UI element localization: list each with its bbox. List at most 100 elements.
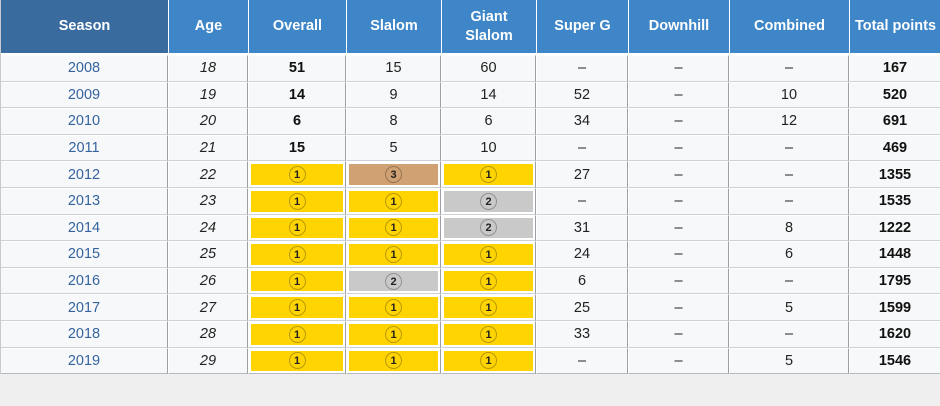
overall-cell: 14 — [248, 81, 346, 109]
column-header-label: Super G — [554, 18, 611, 35]
table-row-2015: 2015 25 1 1 1 24 – 6 1448 — [1, 241, 940, 268]
season-results-table: Season Age Overall Slalom Giant Slalom S… — [0, 0, 940, 375]
column-header-label: Age — [194, 18, 223, 35]
super-g-cell: 31 — [536, 214, 628, 242]
season-cell: 2008 — [1, 55, 168, 82]
downhill-cell: – — [628, 108, 729, 135]
age-cell: 25 — [168, 241, 248, 268]
column-header-label: Total points — [854, 18, 937, 35]
super-g-cell: 34 — [536, 108, 628, 135]
downhill-cell: – — [628, 241, 729, 268]
table-row-2012: 2012 22 1 3 1 27 – – 1355 — [1, 161, 940, 188]
season-cell: 2015 — [1, 241, 168, 268]
season-cell: 2010 — [1, 108, 168, 135]
season-cell: 2009 — [1, 81, 168, 109]
overall-cell: 15 — [248, 134, 346, 162]
season-link[interactable]: 2013 — [67, 193, 101, 210]
downhill-cell: – — [628, 55, 729, 82]
super-g-cell: 52 — [536, 81, 628, 109]
overall-cell: 1 — [248, 241, 346, 268]
gold-rank-badge: 1 — [288, 299, 306, 317]
total-points-cell: 1355 — [849, 161, 940, 188]
gold-rank-badge: 1 — [288, 325, 306, 343]
downhill-cell: – — [628, 161, 729, 188]
slalom-cell: 9 — [346, 81, 441, 109]
column-header-label: Combined — [754, 18, 825, 35]
table-row-2016: 2016 26 1 2 1 6 – – 1795 — [1, 267, 940, 295]
combined-cell: – — [729, 55, 849, 82]
combined-cell: 8 — [729, 214, 849, 242]
season-cell: 2011 — [1, 134, 168, 162]
total-points-cell: 520 — [849, 81, 940, 109]
giant-slalom-cell: 2 — [441, 187, 536, 215]
slalom-cell: 1 — [346, 241, 441, 268]
overall-cell: 1 — [248, 161, 346, 188]
giant-slalom-cell: 1 — [441, 161, 536, 188]
overall-cell: 1 — [248, 267, 346, 295]
column-header-age: Age — [168, 0, 248, 55]
season-cell: 2019 — [1, 347, 168, 375]
downhill-cell: – — [628, 187, 729, 215]
column-header-total-points: Total points — [849, 0, 940, 55]
combined-cell: – — [729, 320, 849, 348]
combined-cell: – — [729, 187, 849, 215]
total-points-cell: 167 — [849, 55, 940, 82]
season-link[interactable]: 2018 — [67, 326, 101, 343]
season-link[interactable]: 2009 — [67, 86, 101, 103]
season-link[interactable]: 2015 — [67, 246, 101, 263]
age-cell: 21 — [168, 134, 248, 162]
season-link[interactable]: 2017 — [67, 299, 101, 316]
age-cell: 29 — [168, 347, 248, 375]
season-results-panel: Season Age Overall Slalom Giant Slalom S… — [0, 0, 940, 375]
total-points-cell: 1546 — [849, 347, 940, 375]
total-points-cell: 691 — [849, 108, 940, 135]
header-row: Season Age Overall Slalom Giant Slalom S… — [1, 0, 940, 55]
column-header-giant-slalom: Giant Slalom — [441, 0, 536, 55]
bronze-rank-badge: 3 — [385, 166, 402, 184]
slalom-cell: 1 — [346, 320, 441, 348]
season-link[interactable]: 2019 — [67, 352, 101, 369]
super-g-cell: – — [536, 347, 628, 375]
giant-slalom-cell: 2 — [441, 214, 536, 242]
column-header-season: Season — [1, 0, 168, 55]
overall-cell: 1 — [248, 294, 346, 321]
season-link[interactable]: 2011 — [68, 140, 100, 157]
slalom-cell: 1 — [346, 187, 441, 215]
total-points-cell: 1222 — [849, 214, 940, 242]
giant-slalom-cell: 14 — [441, 81, 536, 109]
gold-rank-badge: 1 — [288, 245, 306, 263]
super-g-cell: 25 — [536, 294, 628, 321]
downhill-cell: – — [628, 347, 729, 375]
downhill-cell: – — [628, 267, 729, 295]
super-g-cell: 6 — [536, 267, 628, 295]
season-link[interactable]: 2012 — [67, 166, 101, 183]
gold-rank-badge: 1 — [385, 192, 402, 210]
combined-cell: – — [729, 161, 849, 188]
combined-cell: 6 — [729, 241, 849, 268]
overall-cell: 1 — [248, 320, 346, 348]
column-header-overall: Overall — [248, 0, 346, 55]
downhill-cell: – — [628, 320, 729, 348]
slalom-cell: 8 — [346, 108, 441, 135]
season-link[interactable]: 2010 — [67, 113, 101, 130]
combined-cell: – — [729, 267, 849, 295]
table-row-2019: 2019 29 1 1 1 – – 5 1546 — [1, 347, 940, 375]
super-g-cell: 27 — [536, 161, 628, 188]
gold-rank-badge: 1 — [385, 352, 402, 370]
gold-rank-badge: 1 — [385, 245, 402, 263]
season-link[interactable]: 2008 — [67, 60, 101, 77]
age-cell: 24 — [168, 214, 248, 242]
silver-rank-badge: 2 — [385, 272, 402, 290]
total-points-cell: 1448 — [849, 241, 940, 268]
giant-slalom-cell: 6 — [441, 108, 536, 135]
season-link[interactable]: 2014 — [67, 219, 101, 236]
super-g-cell: – — [536, 55, 628, 82]
season-cell: 2017 — [1, 294, 168, 321]
gold-rank-badge: 1 — [288, 219, 306, 237]
downhill-cell: – — [628, 81, 729, 109]
silver-rank-badge: 2 — [480, 192, 497, 210]
season-cell: 2016 — [1, 267, 168, 295]
season-link[interactable]: 2016 — [67, 273, 101, 290]
age-cell: 27 — [168, 294, 248, 321]
table-row-2018: 2018 28 1 1 1 33 – – 1620 — [1, 320, 940, 348]
